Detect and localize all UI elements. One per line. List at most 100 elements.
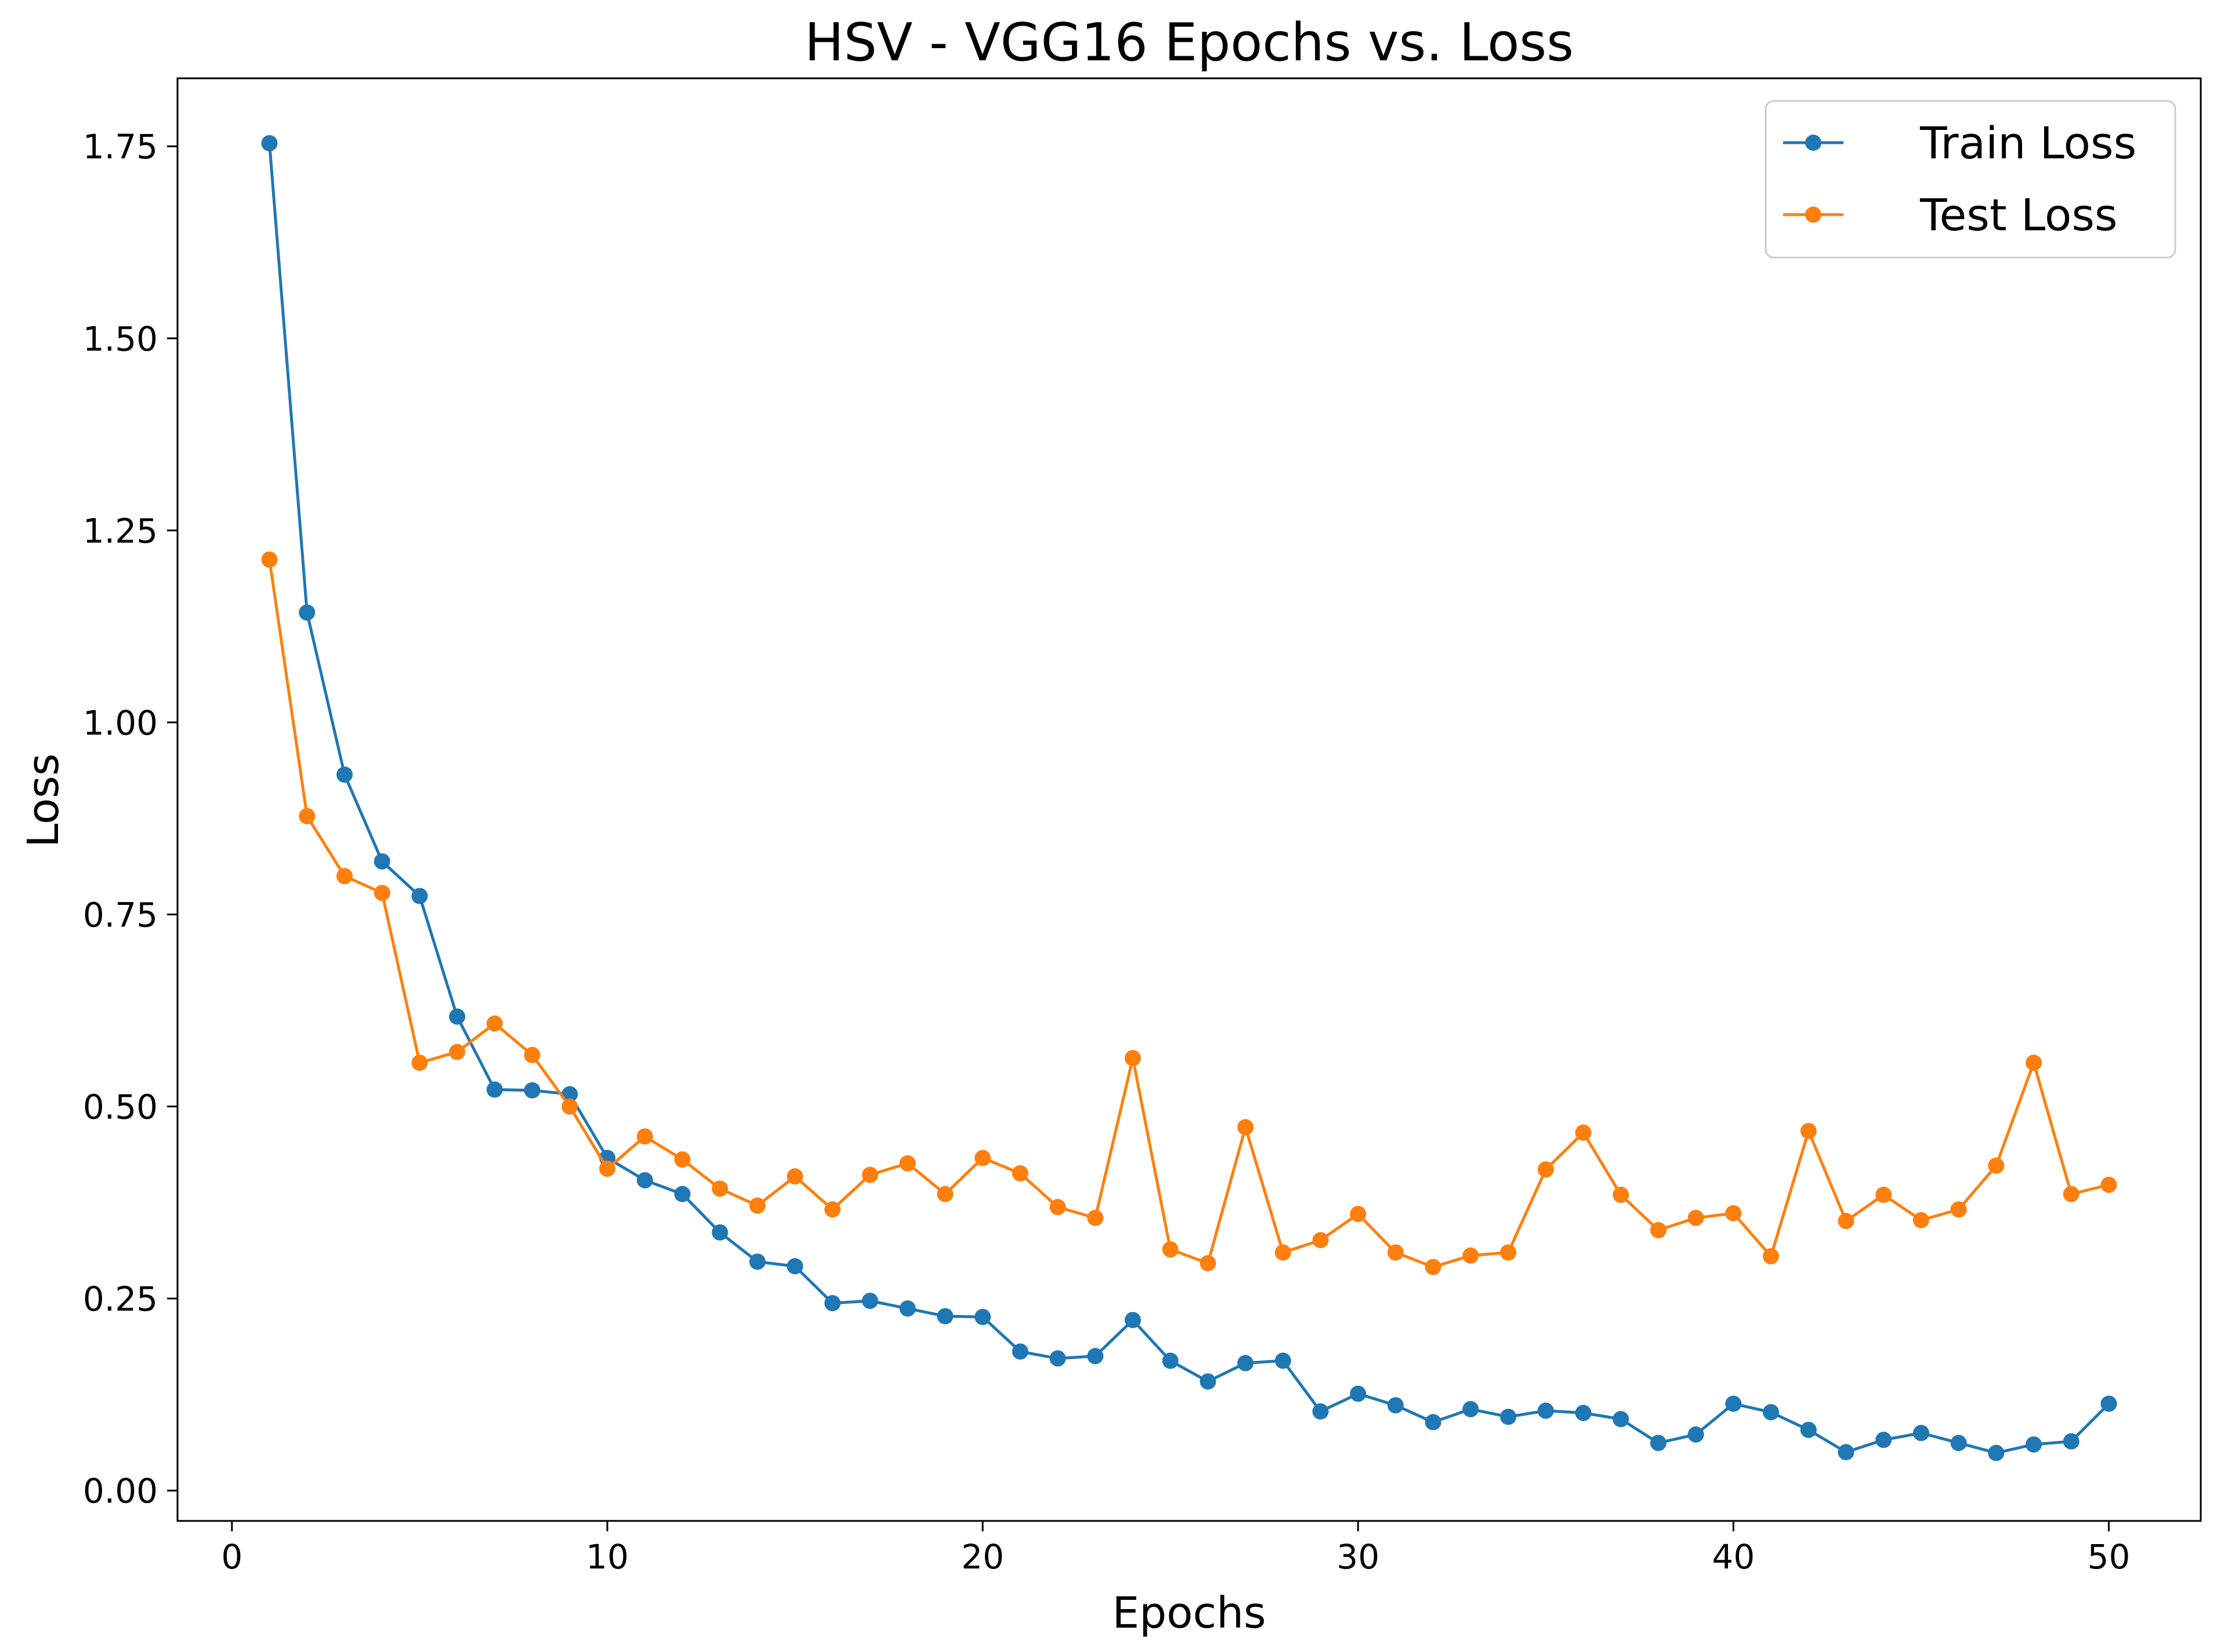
- data-point: [449, 1044, 466, 1060]
- data-point: [1988, 1444, 2005, 1461]
- data-point: [1988, 1157, 2005, 1174]
- data-point: [787, 1258, 803, 1274]
- data-point: [1687, 1426, 1704, 1443]
- data-point: [336, 868, 353, 885]
- data-point: [1124, 1050, 1141, 1067]
- data-point: [1049, 1199, 1066, 1215]
- data-point: [1350, 1385, 1367, 1402]
- legend-label: Train Loss: [1919, 117, 2136, 169]
- legend-label: Test Loss: [1919, 189, 2118, 241]
- data-point: [2063, 1433, 2080, 1450]
- data-point: [1312, 1232, 1329, 1248]
- data-point: [1800, 1422, 1817, 1439]
- data-point: [562, 1098, 578, 1115]
- data-point: [1387, 1244, 1404, 1261]
- data-point: [1575, 1404, 1592, 1421]
- data-point: [1613, 1411, 1629, 1428]
- data-point: [2026, 1436, 2042, 1453]
- data-point: [374, 885, 390, 901]
- x-tick-label: 20: [961, 1537, 1004, 1577]
- data-point: [1500, 1408, 1517, 1425]
- data-point: [599, 1160, 615, 1177]
- data-point: [1312, 1403, 1329, 1420]
- data-point: [1049, 1350, 1066, 1367]
- y-tick-label: 1.00: [83, 703, 158, 742]
- x-tick-label: 30: [1336, 1537, 1379, 1577]
- data-point: [1725, 1396, 1742, 1412]
- data-point: [975, 1150, 991, 1166]
- data-point: [1763, 1248, 1779, 1265]
- data-point: [937, 1186, 954, 1202]
- data-point: [674, 1151, 691, 1168]
- data-point: [1462, 1247, 1479, 1264]
- data-point: [1575, 1124, 1592, 1141]
- data-point: [1237, 1354, 1254, 1371]
- x-tick-label: 50: [2088, 1537, 2131, 1577]
- data-point: [1950, 1201, 1967, 1218]
- data-point: [1200, 1373, 1216, 1390]
- data-point: [2100, 1396, 2117, 1412]
- data-point: [1012, 1343, 1028, 1360]
- data-point: [486, 1081, 503, 1098]
- data-point: [1200, 1255, 1216, 1271]
- data-point: [261, 551, 278, 568]
- data-point: [975, 1309, 991, 1325]
- y-tick-label: 0.25: [83, 1280, 158, 1319]
- data-point: [1838, 1212, 1854, 1229]
- data-point: [1650, 1434, 1667, 1451]
- data-point: [1875, 1186, 1892, 1203]
- data-point: [749, 1254, 766, 1270]
- data-point: [1950, 1434, 1967, 1451]
- data-point: [1687, 1209, 1704, 1226]
- y-tick-label: 1.50: [83, 319, 158, 358]
- data-point: [2100, 1176, 2117, 1193]
- data-point: [1162, 1352, 1179, 1369]
- y-tick-label: 0.50: [83, 1088, 158, 1127]
- data-point: [712, 1180, 729, 1197]
- data-point: [486, 1015, 503, 1032]
- data-point: [299, 808, 316, 824]
- data-point: [824, 1201, 841, 1218]
- series-1: [261, 551, 2117, 1276]
- data-point: [411, 887, 428, 904]
- data-point: [1912, 1212, 1929, 1229]
- data-point: [411, 1055, 428, 1071]
- data-point: [374, 853, 390, 870]
- data-point: [1763, 1404, 1779, 1421]
- y-tick-label: 0.00: [83, 1472, 158, 1511]
- data-point: [449, 1008, 466, 1025]
- data-point: [1500, 1244, 1517, 1261]
- data-point: [712, 1224, 729, 1241]
- data-point: [1425, 1259, 1441, 1276]
- series-line-1: [268, 559, 2110, 1269]
- legend-box: [1765, 100, 2176, 259]
- data-point: [1274, 1352, 1291, 1369]
- data-point: [1800, 1122, 1817, 1139]
- data-point: [2026, 1055, 2042, 1071]
- data-point: [1725, 1205, 1742, 1222]
- data-point: [674, 1186, 691, 1202]
- x-axis-label: Epochs: [1112, 1588, 1266, 1638]
- data-point: [899, 1300, 916, 1317]
- x-tick-label: 40: [1712, 1537, 1755, 1577]
- data-point: [1838, 1444, 1854, 1461]
- data-point: [1650, 1222, 1667, 1238]
- legend-swatch-marker: [1805, 135, 1821, 151]
- data-point: [524, 1046, 541, 1063]
- data-point: [1350, 1205, 1367, 1222]
- data-point: [261, 135, 278, 151]
- data-point: [1425, 1414, 1441, 1430]
- data-point: [824, 1295, 841, 1312]
- x-tick-label: 10: [586, 1537, 629, 1577]
- data-point: [1087, 1209, 1104, 1226]
- data-point: [861, 1166, 878, 1183]
- data-point: [1912, 1425, 1929, 1441]
- chart-title: HSV - VGG16 Epochs vs. Loss: [805, 12, 1574, 73]
- data-point: [749, 1197, 766, 1214]
- data-point: [1087, 1347, 1104, 1364]
- data-point: [1162, 1241, 1179, 1258]
- data-point: [2063, 1186, 2080, 1202]
- data-point: [1387, 1397, 1404, 1414]
